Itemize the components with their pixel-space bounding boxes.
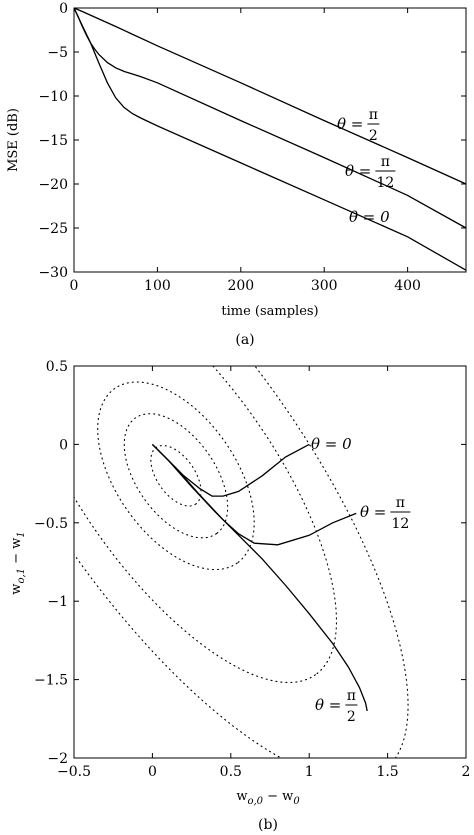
- a-series-label-0: θ = π 2: [337, 107, 380, 144]
- b-series-label-2-numerator: π: [347, 688, 356, 704]
- x-ticks-a: 0 100 200 300 400: [70, 8, 421, 294]
- a-series-label-1-numerator: π: [381, 154, 390, 170]
- a-y-tick-label: −10: [38, 89, 68, 105]
- a-x-tick-label: 400: [394, 278, 421, 294]
- a-y-tick-label: −25: [38, 221, 68, 237]
- plot-frame-b: [73, 365, 467, 759]
- b-y-tick-label: −2: [47, 751, 68, 767]
- b-x-tick-label: 1.5: [376, 764, 398, 780]
- b-x-tick-label: 2: [462, 764, 471, 780]
- b-series-label-2-text: θ =: [315, 696, 341, 714]
- a-y-tick-label: −5: [47, 45, 68, 61]
- a-x-tick-label: 300: [311, 278, 338, 294]
- b-series-label-2: θ = π 2: [315, 688, 358, 725]
- a-x-tick-label: 100: [144, 278, 171, 294]
- a-series-label-1: θ = π 12: [345, 154, 396, 191]
- a-series-label-1-text: θ =: [345, 162, 371, 180]
- contour-ellipse-0: [150, 444, 202, 507]
- b-series-label-1-text: θ =: [360, 503, 386, 521]
- a-series-label-0-denominator: 2: [369, 128, 378, 144]
- a-y-tick-label: 0: [59, 1, 68, 17]
- b-y-tick-label: −0.5: [34, 516, 68, 532]
- a-series-label-2: θ = 0: [349, 208, 390, 226]
- b-y-tick-label: −1.5: [34, 673, 68, 689]
- b-series-label-0: θ = 0: [311, 435, 352, 453]
- a-y-tick-label: −20: [38, 177, 68, 193]
- panel-a-mse-plot: 0 100 200 300 400 0−5−10−15−20−25−30 θ = π2θ …: [6, 1, 467, 348]
- y-axis-label-a: MSE (dB): [6, 108, 21, 172]
- plot-frame-a: [73, 7, 467, 273]
- a-series-label-1-denominator: 12: [376, 175, 394, 191]
- y-axis-label-b: wo,1 − w1: [9, 531, 27, 594]
- b-series-line-0: [151, 443, 310, 497]
- a-y-tick-label: −30: [38, 265, 68, 281]
- contour-ellipse-3: [74, 366, 338, 684]
- b-y-tick-label: 0.5: [46, 359, 68, 375]
- b-y-tick-label: 0: [59, 437, 68, 453]
- x-axis-label-b: wo,0 − w0: [236, 789, 300, 807]
- y-ticks-b: 0.5 0 −0.5 −1 −1.5 −2: [34, 359, 466, 767]
- b-y-tick-label: −1: [47, 594, 68, 610]
- a-series-label-0-text: θ =: [337, 115, 363, 133]
- contours-b: [74, 366, 409, 758]
- caption-a: (a): [235, 332, 254, 348]
- a-series-line-0: [73, 7, 467, 185]
- caption-b: (b): [258, 817, 278, 833]
- b-x-tick-label: −0.5: [57, 764, 91, 780]
- contour-ellipse-4: [74, 366, 409, 758]
- b-series-line-1: [151, 443, 357, 546]
- b-series-label-1: θ = π 12: [360, 495, 411, 532]
- x-ticks-b: −0.5 0 0.5 1 1.5 2: [57, 366, 470, 780]
- y-ticks-a: 0 −5 −10 −15 −20 −25 −30: [38, 1, 466, 281]
- b-series-line-2: [151, 443, 368, 712]
- a-series-line-1: [73, 7, 467, 229]
- series-lines-a: [73, 7, 467, 271]
- a-series-label-2-text: θ = 0: [349, 208, 390, 226]
- a-series-label-0-numerator: π: [369, 107, 378, 123]
- b-series-label-2-denominator: 2: [347, 709, 356, 725]
- panel-b-contour-plot: −0.5 0 0.5 1 1.5 2 0.5 0 −0.5 −1 −1.5 −2 θ = 0 θ = π…: [9, 359, 470, 833]
- contour-ellipse-1: [123, 413, 229, 539]
- b-x-tick-label: 1: [305, 764, 314, 780]
- b-x-tick-label: 0: [148, 764, 157, 780]
- series-labels-b: θ = 0 θ = π 12 θ = π 2: [311, 435, 411, 725]
- a-x-tick-label: 200: [227, 278, 254, 294]
- a-y-tick-label: −15: [38, 133, 68, 149]
- a-x-tick-label: 0: [70, 278, 79, 294]
- series-lines-b: [151, 443, 368, 712]
- contour-ellipse-2: [97, 381, 255, 571]
- b-x-tick-label: 0.5: [220, 764, 242, 780]
- b-series-label-0-text: θ = 0: [311, 435, 352, 453]
- x-axis-label-a: time (samples): [221, 304, 318, 319]
- a-series-line-2: [73, 7, 467, 271]
- b-series-label-1-denominator: 12: [391, 516, 409, 532]
- b-series-label-1-numerator: π: [396, 495, 405, 511]
